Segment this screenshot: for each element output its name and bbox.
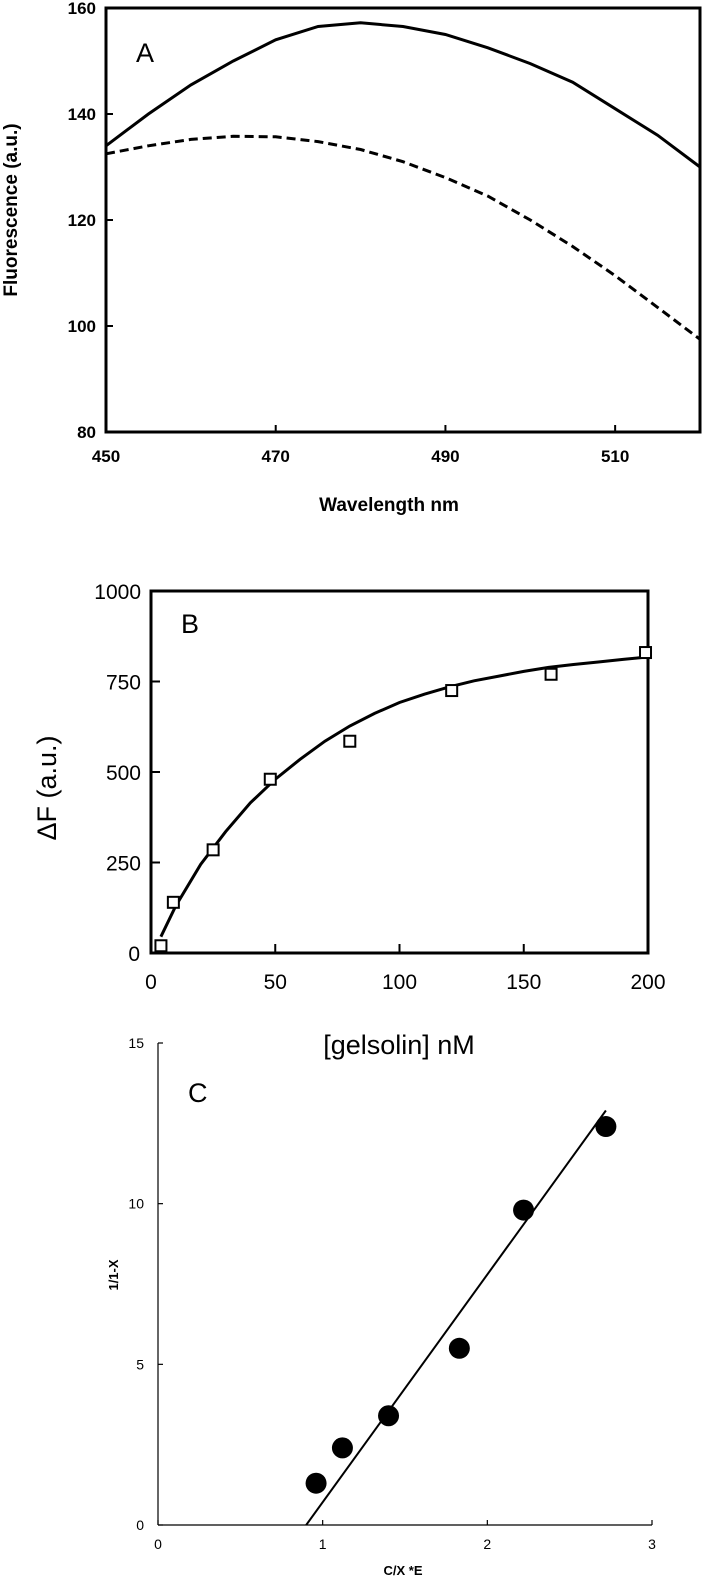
- data-point-circle: [448, 1337, 470, 1359]
- data-point-square: [544, 667, 558, 681]
- y-tick-label: 500: [106, 762, 141, 785]
- y-axis-label-a: Fluorescence (a.u.): [1, 123, 22, 296]
- x-tick-label: 100: [382, 971, 417, 994]
- y-axis-label-c: 1/1-X: [106, 1259, 121, 1290]
- x-tick-label: 0: [154, 1536, 162, 1552]
- y-tick-label: 140: [68, 105, 96, 124]
- y-axis-label-b: ΔF (a.u.): [32, 735, 62, 840]
- data-point-square: [206, 843, 220, 857]
- y-tick-label: 100: [68, 317, 96, 336]
- panel-c: C C/X *E 1/1-X 0 1 2 3 0 5 10 15: [106, 1035, 656, 1578]
- y-tick-label: 10: [128, 1196, 144, 1212]
- y-tick-label: 120: [68, 211, 96, 230]
- tick-labels-a: 450 470 490 510 80 100 120 140 160: [68, 0, 630, 466]
- data-point-circle: [305, 1472, 327, 1494]
- x-tick-label: 450: [92, 447, 120, 466]
- x-tick-label: 150: [506, 971, 541, 994]
- y-tick-label: 160: [68, 0, 96, 18]
- data-point-circle: [378, 1405, 400, 1427]
- x-tick-label: 510: [601, 447, 629, 466]
- dashed-series-line: [105, 134, 701, 341]
- data-point-square: [445, 684, 459, 698]
- data-point-square: [154, 939, 168, 953]
- tick-labels-b: 0 50 100 150 200 0 250 500 750 1000: [94, 581, 665, 994]
- y-tick-label: 5: [136, 1356, 144, 1372]
- y-tick-label: 250: [106, 853, 141, 876]
- data-point-circle: [331, 1437, 353, 1459]
- x-tick-label: 200: [630, 971, 665, 994]
- panel-b: B [gelsolin] nM ΔF (a.u.) 0 50 100 150 200 0 2…: [32, 581, 666, 1060]
- x-axis-label-a: Wavelength nm: [319, 495, 459, 516]
- fit-curve: [159, 655, 649, 938]
- data-point-circle: [595, 1116, 617, 1138]
- data-point-square: [166, 895, 180, 909]
- plot-frame-a: [104, 6, 702, 434]
- y-tick-label: 0: [128, 943, 140, 966]
- panel-label-b: B: [181, 609, 199, 639]
- data-point-square: [263, 772, 277, 786]
- panel-label-a: A: [136, 38, 154, 68]
- series-group-c: [305, 1109, 617, 1526]
- y-tick-label: 80: [77, 423, 96, 442]
- y-tick-label: 750: [106, 672, 141, 695]
- tick-labels-c: 0 1 2 3 0 5 10 15: [128, 1035, 656, 1552]
- x-tick-label: 490: [431, 447, 459, 466]
- solid-series-line: [105, 21, 701, 169]
- x-axis-label-b: [gelsolin] nM: [323, 1030, 475, 1060]
- fit-line: [305, 1109, 607, 1526]
- x-tick-label: 1: [319, 1536, 327, 1552]
- panel-label-c: C: [188, 1078, 208, 1108]
- y-tick-label: 0: [136, 1517, 144, 1533]
- series-group-a: [105, 21, 701, 341]
- y-tick-label: 1000: [94, 581, 141, 604]
- x-axis-label-c: C/X *E: [383, 1563, 422, 1578]
- x-tick-label: 0: [145, 971, 157, 994]
- series-group-b: [154, 646, 653, 953]
- x-tick-label: 470: [262, 447, 290, 466]
- data-point-square: [639, 646, 653, 660]
- x-tick-label: 2: [483, 1536, 491, 1552]
- x-tick-label: 50: [264, 971, 287, 994]
- plot-frame-b: [149, 589, 650, 955]
- data-point-circle: [513, 1199, 535, 1221]
- data-point-square: [343, 734, 357, 748]
- panel-a: A Wavelength nm Fluorescence (a.u.) 450 4…: [1, 0, 702, 516]
- y-tick-label: 15: [128, 1035, 144, 1051]
- x-tick-label: 3: [648, 1536, 656, 1552]
